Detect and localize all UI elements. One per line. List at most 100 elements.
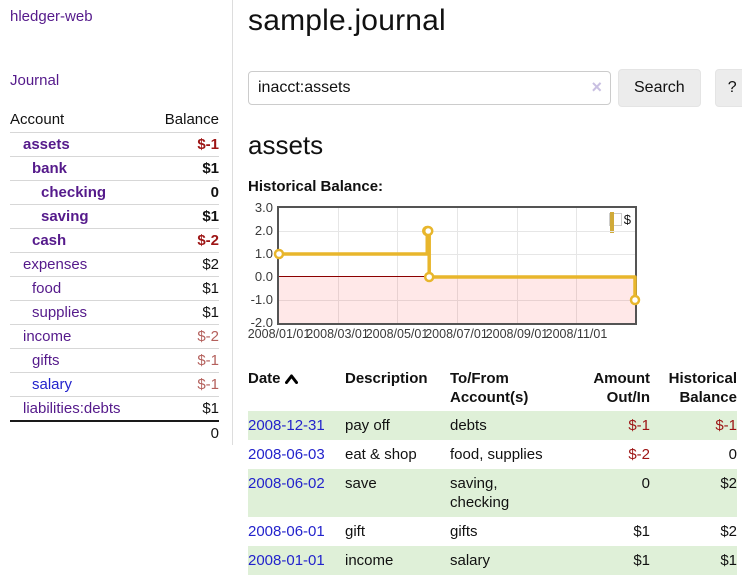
- accounts-table: Account Balance assets $-1 bank $1 checking 0…: [10, 108, 219, 445]
- account-link[interactable]: checking: [41, 184, 107, 201]
- grid-line-horizontal: [279, 300, 635, 301]
- account-link[interactable]: liabilities:debts: [23, 400, 121, 417]
- search-button[interactable]: Search: [618, 69, 701, 107]
- x-axis-tick-label: 2008/01/01: [247, 327, 311, 341]
- account-balance: $1: [150, 204, 219, 229]
- accounts-total-row: 0: [10, 420, 219, 445]
- x-axis-tick-label: 2008/07/01: [425, 327, 488, 341]
- transaction-balance: 0: [728, 446, 737, 463]
- account-link[interactable]: supplies: [32, 304, 88, 321]
- account-balance: $1: [150, 276, 219, 301]
- grid-line-horizontal: [279, 231, 635, 232]
- register-header-date[interactable]: Date: [248, 365, 345, 411]
- register-header-accounts: To/From Account(s): [450, 370, 529, 406]
- account-row: liabilities:debts $1: [10, 396, 219, 421]
- chart-title: Historical Balance:: [248, 178, 384, 195]
- grid-line-vertical: [397, 208, 398, 323]
- y-axis-tick-label: -1.0: [250, 292, 273, 307]
- account-link[interactable]: saving: [41, 208, 89, 225]
- transaction-accounts: saving, checking: [450, 475, 510, 511]
- y-axis-tick-label: 1.0: [254, 246, 273, 261]
- transaction-amount: 0: [641, 475, 650, 492]
- register-header-description: Description: [345, 370, 428, 387]
- account-link[interactable]: expenses: [23, 256, 88, 273]
- account-link[interactable]: cash: [32, 232, 67, 249]
- help-button[interactable]: ?: [714, 69, 742, 107]
- transaction-amount: $-2: [628, 446, 650, 463]
- transaction-amount: $1: [633, 523, 650, 540]
- account-balance: 0: [150, 180, 219, 205]
- page-title: sample.journal: [248, 4, 446, 37]
- account-link[interactable]: assets: [23, 136, 70, 153]
- transaction-row: 2008-06-03 eat & shop food, supplies $-2 0: [248, 440, 737, 469]
- account-row: income $-2: [10, 324, 219, 349]
- historical-balance-chart: $ 3.0 2.0 1.0 0.0 -1.0 -2.0 2008/01/01 2008/03…: [248, 200, 737, 346]
- sidebar: hledger-web Journal Account Balance asse…: [0, 0, 233, 445]
- account-link[interactable]: gifts: [32, 352, 60, 369]
- y-axis-tick-label: -2.0: [250, 315, 273, 330]
- account-row: checking 0: [10, 180, 219, 205]
- accounts-total-value: 0: [150, 420, 219, 445]
- account-balance: $-1: [150, 372, 219, 397]
- account-balance: $1: [150, 156, 219, 181]
- sidebar-nav: Journal: [10, 72, 232, 89]
- clear-search-icon[interactable]: ×: [591, 77, 602, 97]
- accounts-header-row: Account Balance: [10, 108, 219, 133]
- legend-swatch: [608, 212, 622, 233]
- account-row: food $1: [10, 276, 219, 301]
- transaction-balance: $-1: [715, 417, 737, 434]
- grid-line-vertical: [338, 208, 339, 323]
- account-balance: $1: [150, 396, 219, 421]
- account-row: supplies $1: [10, 300, 219, 325]
- transaction-description: save: [345, 475, 377, 492]
- y-axis-tick-label: 0.0: [254, 269, 273, 284]
- transaction-description: income: [345, 552, 394, 569]
- brand-link[interactable]: hledger-web: [10, 8, 93, 25]
- accounts-header-balance: Balance: [164, 111, 219, 128]
- sidebar-item-journal[interactable]: Journal: [10, 72, 60, 89]
- grid-line-vertical: [576, 208, 577, 323]
- balance-line: [279, 229, 637, 300]
- search-input[interactable]: [248, 71, 611, 105]
- account-title: assets: [248, 130, 324, 160]
- grid-line-horizontal: [279, 254, 635, 255]
- transaction-date-link[interactable]: 2008-12-31: [248, 417, 325, 434]
- account-link[interactable]: salary: [32, 376, 73, 393]
- account-row: assets $-1: [10, 132, 219, 157]
- x-axis-tick-label: 2008/09/01: [485, 327, 549, 341]
- account-link[interactable]: income: [23, 328, 72, 345]
- transaction-row: 2008-06-01 gift gifts $1 $2: [248, 517, 737, 546]
- y-axis-tick-label: 3.0: [254, 200, 273, 215]
- register-header-amount: Amount Out/In: [593, 370, 650, 406]
- account-row: saving $1: [10, 204, 219, 229]
- register-table: Date Description To/From Account(s) Amou…: [248, 365, 737, 575]
- transaction-date-link[interactable]: 2008-06-03: [248, 446, 325, 463]
- grid-line-vertical: [457, 208, 458, 323]
- transaction-date-link[interactable]: 2008-06-02: [248, 475, 325, 492]
- account-row: cash $-2: [10, 228, 219, 253]
- account-balance: $-2: [150, 324, 219, 349]
- account-link[interactable]: food: [32, 280, 62, 297]
- legend-label: $: [623, 212, 631, 227]
- account-row: bank $1: [10, 156, 219, 181]
- account-balance: $-1: [150, 348, 219, 373]
- transaction-balance: $2: [720, 475, 737, 492]
- transaction-description: gift: [345, 523, 366, 540]
- transaction-row: 2008-06-02 save saving, checking 0 $2: [248, 469, 737, 517]
- y-axis-tick-label: 2.0: [254, 223, 273, 238]
- account-row: gifts $-1: [10, 348, 219, 373]
- chart-legend: $: [607, 211, 632, 233]
- data-point-marker: [629, 294, 641, 306]
- transaction-description: pay off: [345, 417, 390, 434]
- data-point-marker: [422, 225, 434, 237]
- transaction-date-link[interactable]: 2008-01-01: [248, 552, 325, 569]
- account-link[interactable]: bank: [32, 160, 68, 177]
- account-balance: $2: [150, 252, 219, 277]
- transaction-description: eat & shop: [345, 446, 417, 463]
- account-balance: $-1: [150, 132, 219, 157]
- transaction-accounts: gifts: [450, 523, 478, 540]
- transaction-date-link[interactable]: 2008-06-01: [248, 523, 325, 540]
- transaction-row: 2008-01-01 income salary $1 $1: [248, 546, 737, 575]
- transaction-accounts: salary: [450, 552, 491, 569]
